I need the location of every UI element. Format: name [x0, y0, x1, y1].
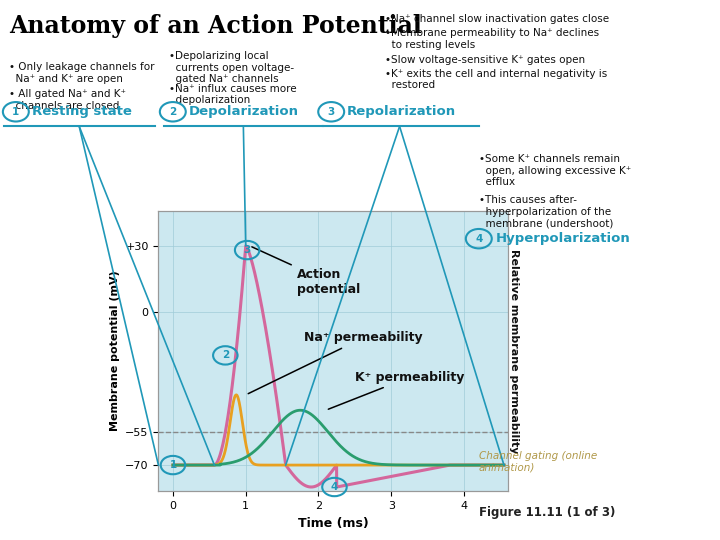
Text: 3: 3 — [243, 245, 251, 255]
Text: Channel gating (online
animation): Channel gating (online animation) — [479, 451, 597, 472]
Text: •Na⁺ channel slow inactivation gates close: •Na⁺ channel slow inactivation gates clo… — [385, 14, 609, 24]
Text: 1: 1 — [169, 460, 176, 470]
Text: Repolarization: Repolarization — [347, 105, 456, 118]
Text: Anatomy of an Action Potential: Anatomy of an Action Potential — [9, 14, 421, 37]
Text: •Na⁺ influx causes more
  depolarization: •Na⁺ influx causes more depolarization — [169, 84, 297, 105]
Text: •This causes after-
  hyperpolarization of the
  membrane (undershoot): •This causes after- hyperpolarization of… — [479, 195, 613, 228]
Text: Hyperpolarization: Hyperpolarization — [495, 232, 630, 245]
Text: 3: 3 — [328, 107, 335, 117]
Text: K⁺ permeability: K⁺ permeability — [328, 371, 464, 409]
Text: •K⁺ exits the cell and internal negativity is
  restored: •K⁺ exits the cell and internal negativi… — [385, 69, 608, 90]
Text: • All gated Na⁺ and K⁺
  channels are closed: • All gated Na⁺ and K⁺ channels are clos… — [9, 89, 126, 111]
Text: • Only leakage channels for
  Na⁺ and K⁺ are open: • Only leakage channels for Na⁺ and K⁺ a… — [9, 62, 154, 84]
Text: •Depolarizing local
  currents open voltage-
  gated Na⁺ channels: •Depolarizing local currents open voltag… — [169, 51, 294, 84]
Text: 2: 2 — [222, 350, 229, 360]
Text: 4: 4 — [475, 234, 482, 244]
Text: Depolarization: Depolarization — [189, 105, 299, 118]
Text: •Slow voltage-sensitive K⁺ gates open: •Slow voltage-sensitive K⁺ gates open — [385, 55, 585, 65]
Text: 1: 1 — [12, 107, 19, 117]
Text: •Membrane permeability to Na⁺ declines
  to resting levels: •Membrane permeability to Na⁺ declines t… — [385, 28, 599, 50]
Text: Na⁺ permeability: Na⁺ permeability — [248, 332, 423, 394]
Text: Action
potential: Action potential — [252, 247, 360, 295]
Text: 2: 2 — [169, 107, 176, 117]
Text: Resting state: Resting state — [32, 105, 132, 118]
Text: •Some K⁺ channels remain
  open, allowing excessive K⁺
  efflux: •Some K⁺ channels remain open, allowing … — [479, 154, 631, 187]
Y-axis label: Relative membrane permeability: Relative membrane permeability — [509, 249, 518, 453]
Text: Figure 11.11 (1 of 3): Figure 11.11 (1 of 3) — [479, 507, 615, 519]
X-axis label: Time (ms): Time (ms) — [297, 517, 369, 530]
Y-axis label: Membrane potential (mV): Membrane potential (mV) — [109, 271, 120, 431]
Text: 4: 4 — [330, 482, 338, 492]
